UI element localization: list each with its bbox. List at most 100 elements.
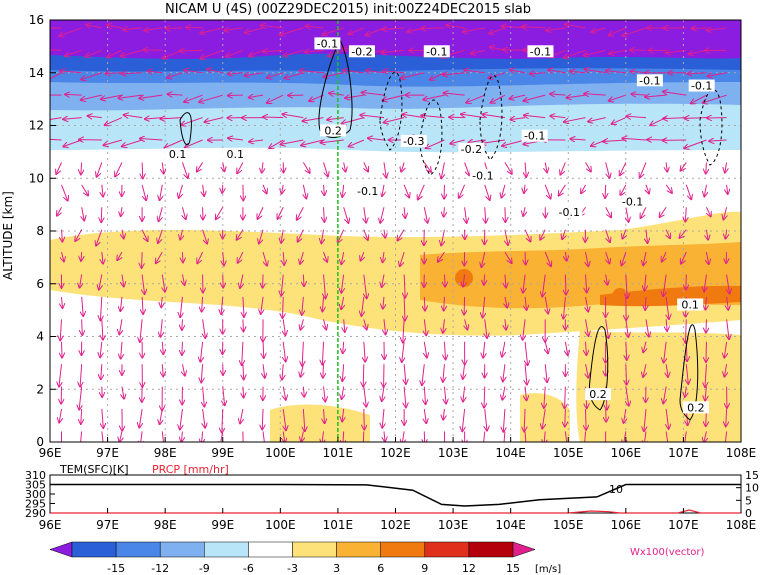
wind-vector [107,49,123,57]
wind-vector [50,72,62,81]
wind-vector [81,184,88,196]
wind-vector [122,274,124,287]
wind-vector [662,251,667,261]
wind-vector [621,251,627,265]
wind-vector [504,251,512,263]
wind-vector [484,274,485,285]
precip-line [50,509,741,514]
wind-vector [142,274,144,294]
wind-vector [382,274,384,288]
wind-vector [444,386,446,404]
wind-vector [584,49,606,55]
colorbar-bin [248,541,293,558]
wind-vector [75,229,83,241]
wind-vector [102,408,103,428]
colorbar-tick-label: -15 [107,562,125,575]
wind-vector [524,431,527,442]
contour-lines [179,38,723,421]
wind-vector [156,251,163,263]
wind-vector [403,184,409,198]
wind-vector [181,162,187,178]
wind-vector [160,408,163,424]
wind-vector [443,319,445,332]
wind-vector [563,296,565,319]
wind-vector [197,251,204,263]
contour-label: -0.1 [639,74,660,87]
lower-inline-label: 10 [609,483,623,496]
wind-vector [243,364,244,379]
lower-left-tick-label: 295 [25,498,46,511]
wind-vector [626,274,627,299]
wind-vector [382,50,405,52]
wind-vector [262,162,263,172]
wind-vector [485,207,486,222]
wind-vector [147,71,163,73]
wind-vector [502,341,505,357]
contour-label-bg [585,388,612,401]
wind-vector [101,207,102,222]
wind-vector [223,386,225,406]
wind-vector [727,296,729,310]
wind-vector [503,408,505,432]
wind-vector [107,25,123,28]
x-tick-label: 102E [380,446,411,460]
wind-vector [343,207,349,223]
wind-vector [685,386,686,397]
wind-vector [238,251,244,263]
wind-vector [245,73,264,76]
contour-label-bg [619,195,646,208]
wind-vector [82,319,83,335]
wind-vector [524,115,546,117]
contour-label: 0.1 [169,148,187,161]
wind-vector [122,139,143,146]
wind-vector [666,229,670,238]
wind-vector [119,319,122,334]
wind-vector [242,341,243,365]
x-tick-label: 107E [668,446,699,460]
lower-left-tick-label: 300 [25,488,46,501]
wind-vector [418,184,425,200]
wind-vector [423,94,445,99]
wind-vector [605,229,610,242]
wind-vector [485,408,487,431]
wind-vector [620,184,627,195]
wind-vector [383,71,405,73]
wind-vector [384,319,386,334]
wind-vector [141,184,146,200]
contour-label-bg [354,185,381,198]
wind-vector [60,71,82,73]
wind-vector [297,207,304,220]
wind-vector [338,229,345,243]
x-tick-label: 107E [668,518,699,532]
grid-lines [50,20,741,442]
lower-right-tick-label: 10 [745,482,759,495]
contour-label-bg [682,401,709,414]
wind-vector [545,341,548,353]
wind-vector [300,319,303,329]
contour-label-bg [458,142,485,155]
wind-vector [684,118,707,119]
wind-vector [121,49,143,56]
wind-vector [524,229,530,242]
wind-vector [306,26,324,28]
y-tick-label: 12 [29,119,44,133]
wind-vector [562,229,565,239]
wind-vector [706,319,707,332]
wind-vector [643,251,646,265]
wind-vector [640,162,647,177]
wind-vector [283,296,284,318]
wind-vector [186,27,203,28]
contour-label-bg [222,148,249,161]
wind-vector [81,409,82,424]
wind-vector [97,162,103,176]
wind-vector [62,296,63,308]
wind-vector [560,162,566,174]
wind-vector [706,229,708,240]
contour-label: 0.1 [681,298,699,311]
wind-vector [446,25,465,28]
wind-vector [302,296,304,315]
wind-vector [140,431,142,442]
wind-vector [203,319,206,338]
wind-vector [546,28,566,31]
wind-vector [523,94,546,101]
